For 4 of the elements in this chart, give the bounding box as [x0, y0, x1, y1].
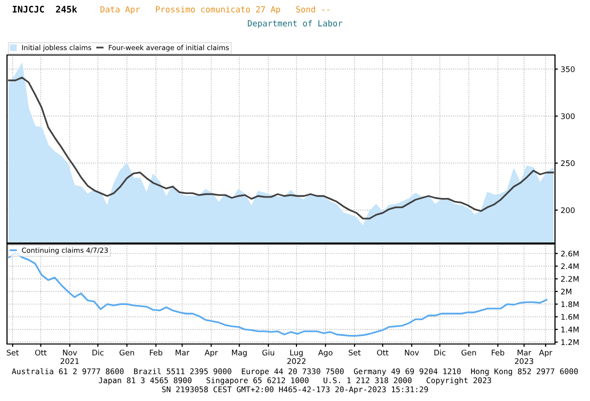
text: Data Apr Prossimo comunicato 27 Ap Sond --: [100, 6, 330, 14]
chart-title: INJCJC 245k: [12, 6, 78, 13]
chart-subtitle: Department of Labor: [248, 20, 342, 28]
line-series: [8, 76, 554, 220]
